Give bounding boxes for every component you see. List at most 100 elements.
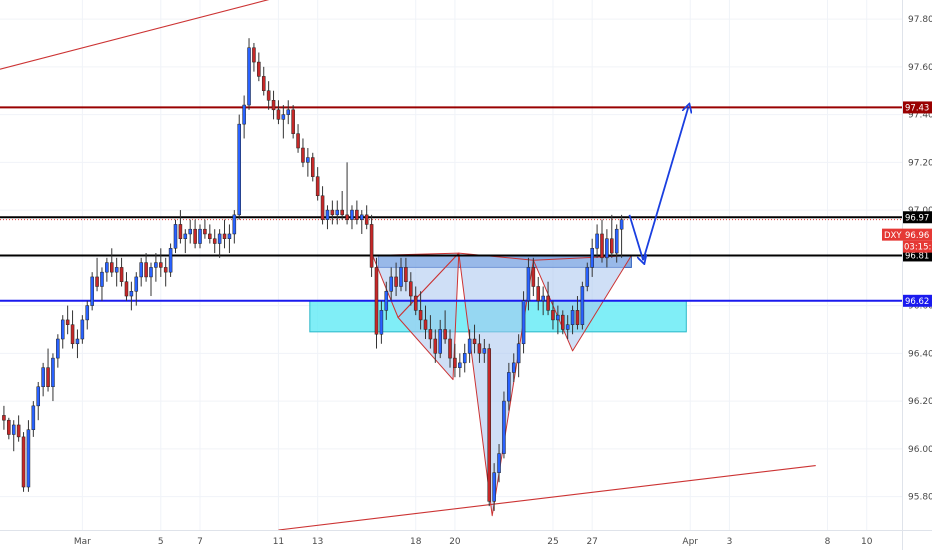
channel-line (278, 464, 816, 530)
x-tick-label: 27 (586, 537, 597, 547)
candle-body (350, 209, 354, 220)
candle-body (355, 209, 359, 220)
x-tick-label: 3 (727, 537, 733, 547)
candle-body (266, 90, 271, 101)
candle-body (271, 100, 276, 111)
x-tick-label: 10 (861, 537, 873, 547)
candle-body (163, 267, 168, 273)
candle-body (595, 233, 599, 249)
candle-body (492, 472, 496, 502)
candle-body (413, 295, 418, 311)
candle-body (570, 310, 575, 325)
x-tick-label: 13 (312, 537, 323, 547)
candle-body (605, 238, 609, 259)
x-tick-label: 11 (273, 537, 284, 547)
candle-body (154, 262, 158, 268)
candle-body (80, 319, 85, 340)
candle-body (46, 367, 50, 388)
x-tick-label: 20 (449, 537, 461, 547)
candle-body (560, 314, 565, 330)
countdown-tag-bg (903, 240, 932, 253)
candle-body (144, 262, 148, 278)
candle-body (252, 47, 256, 63)
candle-body (257, 61, 261, 77)
candle-body (487, 348, 492, 502)
candle-body (16, 424, 21, 438)
x-tick-label: 7 (197, 537, 203, 547)
candle-body (100, 271, 104, 287)
candle-body (541, 295, 545, 302)
symbol-tag-bg (882, 228, 903, 241)
candle-body (335, 209, 340, 216)
candle-body (575, 310, 580, 325)
candle-body (384, 291, 389, 311)
x-tick-label: Apr (682, 537, 698, 547)
candle-body (320, 195, 325, 220)
x-tick-label: 5 (158, 537, 164, 547)
candle-body (467, 338, 472, 354)
level-tag-bg (903, 249, 932, 262)
candle-body (472, 338, 477, 345)
candle-body (462, 353, 467, 364)
candle-body (129, 291, 134, 297)
time-axis[interactable]: Mar 5 7 11 13 18 20 25 27 Apr 3 8 10 (74, 537, 873, 547)
y-tick-label: 95.80 (908, 493, 932, 503)
pattern-shape (397, 252, 460, 381)
candle-body (51, 357, 55, 388)
candles (2, 38, 624, 511)
candle-body (193, 228, 197, 244)
candle-body (551, 310, 555, 321)
candle-body (208, 233, 212, 239)
candle-body (109, 262, 114, 273)
candle-body (222, 233, 227, 239)
candle-body (31, 405, 36, 430)
level-tag: 96.97 (905, 213, 929, 223)
candle-body (497, 453, 501, 473)
candle-body (423, 319, 428, 330)
candle-body (95, 276, 99, 287)
candle-body (56, 338, 60, 359)
candle-body (325, 209, 330, 220)
candle-body (85, 305, 90, 321)
candle-body (203, 228, 207, 235)
candle-body (511, 362, 516, 373)
y-tick-label: 97.80 (908, 15, 932, 25)
y-tick-label: 97.40 (908, 111, 932, 121)
candle-body (159, 262, 163, 268)
level-tag-bg (903, 101, 932, 114)
last-price-tag-bg (903, 228, 932, 241)
candle-body (21, 436, 26, 488)
level-tag-bg (903, 294, 932, 307)
y-tick-label: 97.00 (908, 206, 932, 216)
candle-body (149, 267, 153, 278)
candle-body (369, 224, 374, 268)
candle-body (75, 338, 80, 345)
plot-area[interactable] (0, 0, 902, 530)
arrow-up-segment (642, 107, 688, 261)
candle-body (428, 329, 433, 340)
candle-body (178, 224, 183, 239)
candle-body (36, 386, 41, 407)
level-tag: 96.62 (905, 297, 929, 307)
candle-body (379, 310, 384, 335)
x-tick-label: 25 (547, 537, 558, 547)
candle-body (2, 415, 6, 421)
candle-body (310, 157, 315, 177)
level-tag: 96.81 (905, 252, 929, 262)
candle-body (394, 276, 398, 287)
candle-body (556, 314, 560, 321)
x-tick-label: 18 (410, 537, 422, 547)
candle-body (168, 248, 173, 273)
projection-arrow (628, 107, 688, 261)
symbol-tag: DXY (884, 231, 902, 241)
candle-body (374, 267, 379, 335)
candle-body (404, 267, 408, 282)
candle-body (477, 343, 482, 354)
candle-body (291, 109, 295, 134)
candle-body (70, 324, 75, 345)
candle-body (531, 267, 536, 287)
candle-body (114, 267, 119, 273)
candle-body (546, 295, 550, 311)
candle-body (212, 238, 217, 244)
